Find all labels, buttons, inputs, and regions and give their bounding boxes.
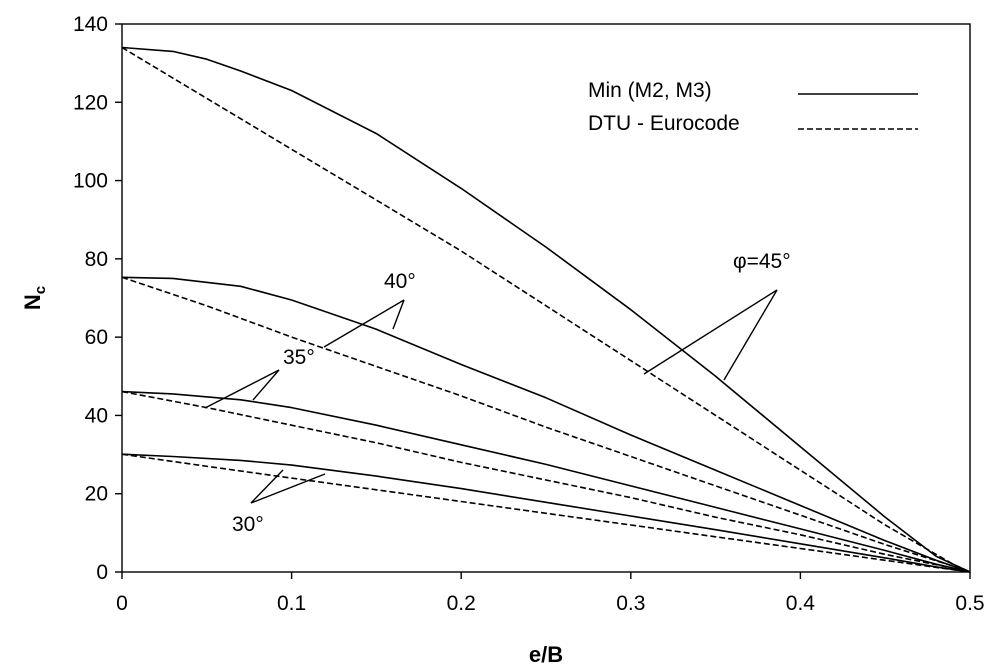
x-tick-label: 0.2 — [447, 592, 476, 615]
annotation-30-pointer-solid — [250, 469, 284, 504]
annotation-40-pointer-solid — [392, 299, 405, 330]
x-tick-label: 0.5 — [955, 592, 984, 615]
annotation-40: 40° — [384, 270, 416, 293]
y-tick-label: 40 — [85, 404, 108, 427]
y-axis-title-main: N — [20, 294, 45, 310]
y-tick-label: 120 — [73, 91, 108, 114]
x-tick-label: 0.3 — [616, 592, 645, 615]
legend-label-solid: Min (M2, M3) — [588, 79, 712, 102]
annotation-45-pointer-solid — [723, 289, 778, 381]
y-axis-title-subscript: c — [32, 286, 49, 294]
legend-label-dashed: DTU - Eurocode — [588, 112, 740, 135]
series-line-phi-40-solid — [121, 276, 971, 573]
x-axis-title: e/B — [529, 642, 563, 667]
annotation-40-pointer-dashed — [323, 299, 405, 348]
series-line-phi-45-dashed — [121, 46, 971, 573]
x-tick-label: 0.4 — [786, 592, 816, 615]
annotation-35: 35° — [283, 346, 315, 369]
y-tick-label: 60 — [85, 326, 108, 349]
annotation-35-pointer-solid — [252, 369, 280, 401]
plot-area — [121, 23, 971, 573]
x-tick-label: 0.1 — [277, 592, 306, 615]
x-tick-label: 0 — [116, 592, 128, 615]
annotation-35-pointer-dashed — [204, 369, 280, 409]
annotations: φ=45° 40° 35° 30° — [204, 250, 791, 536]
y-axis: 0 20 40 60 80 100 120 140 — [73, 13, 122, 584]
y-tick-label: 80 — [85, 248, 108, 271]
series-line-phi-40-dashed — [121, 276, 971, 573]
annotation-phi-45: φ=45° — [733, 250, 791, 273]
annotation-30-pointer-dashed — [250, 473, 326, 504]
y-tick-label: 0 — [96, 561, 108, 584]
annotation-45-pointer-dashed — [643, 289, 778, 375]
legend: Min (M2, M3) DTU - Eurocode — [588, 79, 918, 135]
series-line-phi-30-solid — [121, 453, 971, 573]
y-axis-title: Nc — [20, 286, 49, 310]
series-line-phi-35-dashed — [121, 390, 971, 573]
annotation-30: 30° — [232, 513, 264, 536]
x-axis: 0 0.1 0.2 0.3 0.4 0.5 — [116, 572, 985, 615]
y-tick-label: 140 — [73, 13, 108, 36]
series-line-phi-45-solid — [121, 46, 971, 573]
y-tick-label: 100 — [73, 170, 108, 193]
y-tick-label: 20 — [85, 483, 108, 506]
series-layer — [121, 46, 971, 573]
series-line-phi-35-solid — [121, 390, 971, 573]
